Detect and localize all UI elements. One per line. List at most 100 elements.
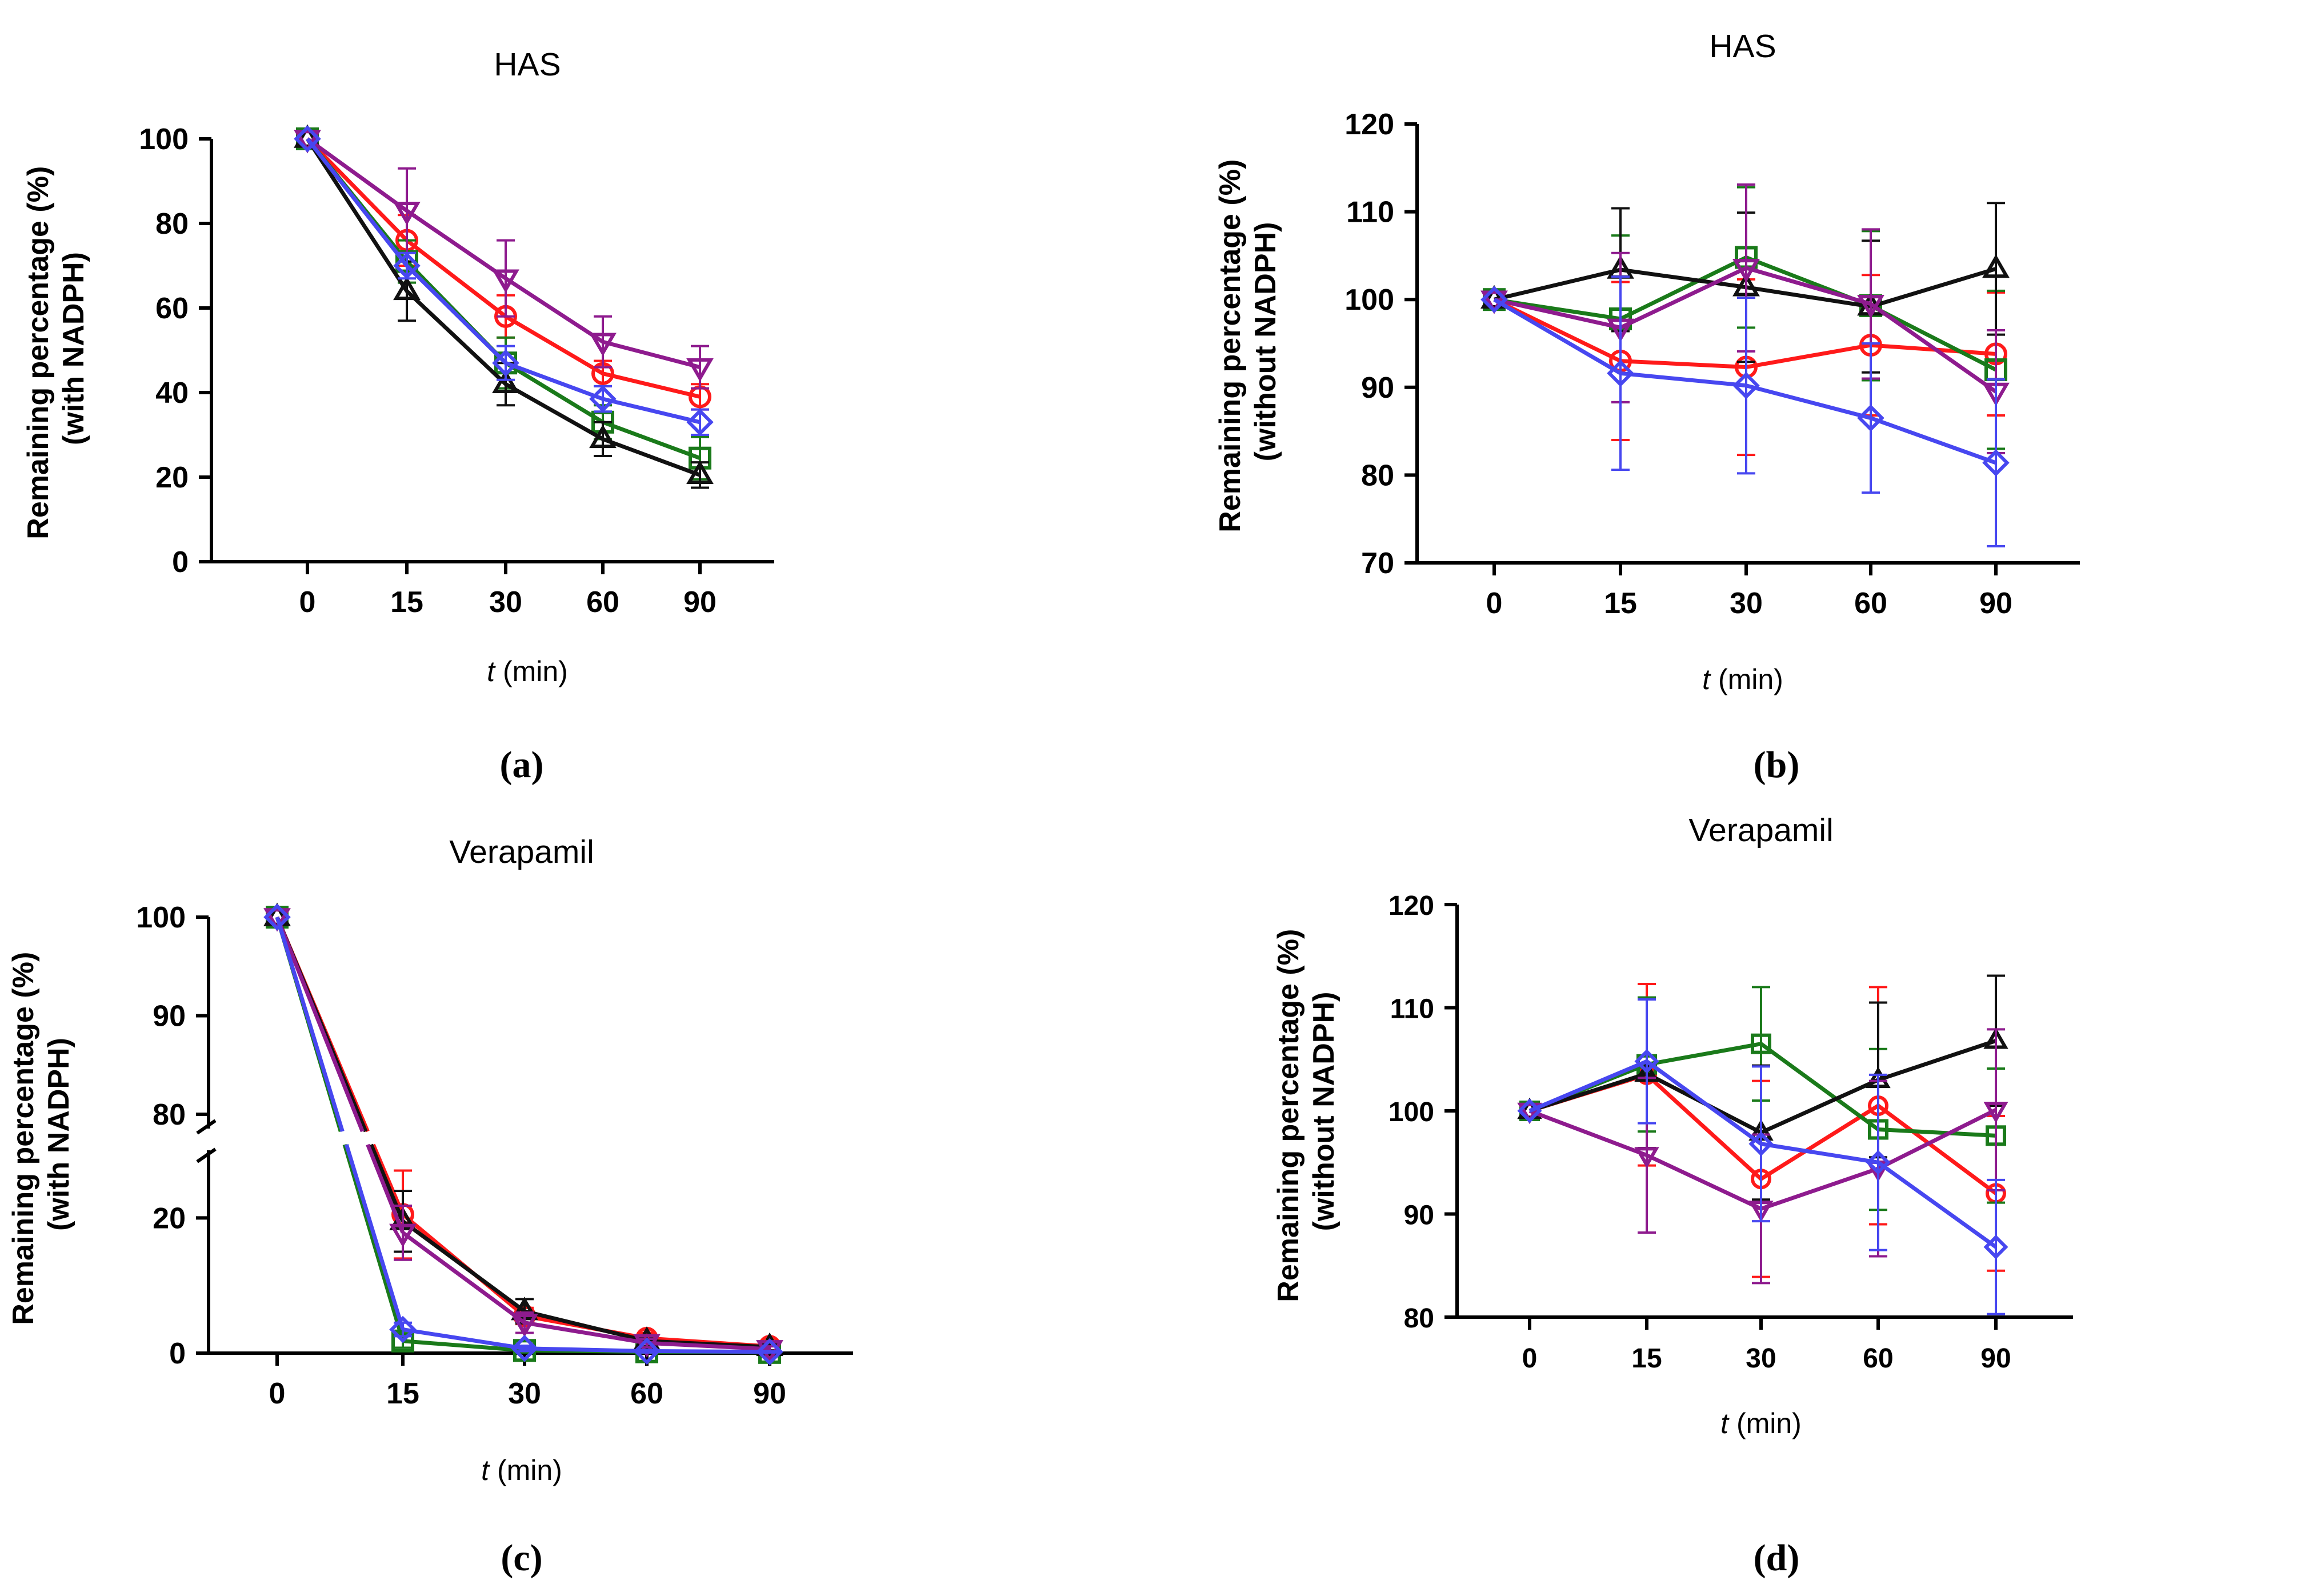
data-point-rat bbox=[1732, 259, 1760, 283]
axes: 0 15 30 60 90 80 90 100 110 120 bbox=[1388, 891, 2073, 1374]
series-mouse bbox=[294, 125, 714, 436]
data-point-mouse bbox=[492, 349, 519, 377]
x-tick-label: 15 bbox=[386, 1377, 419, 1410]
data-point-mouse bbox=[1517, 1098, 1542, 1123]
series-line bbox=[306, 138, 701, 477]
y-tick-label: 0 bbox=[169, 1337, 186, 1370]
series-line bbox=[401, 1231, 770, 1351]
x-axis-label: t (min) bbox=[481, 1454, 562, 1486]
y-tick-label: 110 bbox=[1390, 994, 1434, 1025]
axes: 0 15 30 60 90 0 20 40 60 80 100 bbox=[139, 123, 774, 619]
series-dog bbox=[294, 124, 714, 489]
x-tick-label: 0 bbox=[1522, 1343, 1538, 1374]
series-rat bbox=[263, 908, 783, 1364]
data-point-dog bbox=[589, 424, 617, 449]
plot-area bbox=[263, 902, 783, 1366]
panel-label: (c) bbox=[501, 1537, 542, 1579]
y-axis-label: Remaining percentage (%) (with NADPH) bbox=[22, 158, 90, 539]
data-point-rat bbox=[589, 333, 617, 357]
panel-d: Verapamil Remaining percentage (%) (with… bbox=[1272, 812, 2073, 1579]
panel-c: Verapamil Remaining percentage (%) (with… bbox=[7, 834, 853, 1579]
y-axis-label-line2: (with NADPH) bbox=[42, 1038, 75, 1231]
series-line bbox=[275, 916, 345, 1133]
data-point-mouse bbox=[1857, 404, 1884, 432]
series-human bbox=[296, 127, 711, 411]
series-line bbox=[275, 916, 365, 1133]
y-tick-label: 90 bbox=[1361, 371, 1394, 405]
y-tick-label: 100 bbox=[136, 901, 186, 934]
x-tick-label: 15 bbox=[1631, 1343, 1662, 1374]
x-tick-label: 30 bbox=[489, 586, 522, 619]
x-tick-label: 0 bbox=[1486, 587, 1503, 620]
y-tick-label: 90 bbox=[1404, 1201, 1434, 1231]
series-line bbox=[369, 1143, 405, 1222]
data-point-mouse bbox=[511, 1334, 538, 1362]
data-point-dog bbox=[393, 276, 421, 301]
y-tick-label: 60 bbox=[155, 292, 189, 325]
y-axis-label: Remaining percentage (%) (with NADPH) bbox=[7, 943, 75, 1325]
data-point-rat bbox=[294, 130, 321, 154]
axis-break-mark bbox=[196, 1119, 217, 1135]
data-point-mouse bbox=[1982, 449, 2010, 477]
y-tick-label: 80 bbox=[155, 207, 189, 241]
series-mouse bbox=[1480, 275, 2010, 547]
data-point-mouse bbox=[589, 385, 617, 413]
x-axis-label-italic: t bbox=[1720, 1407, 1730, 1439]
data-point-rat bbox=[1517, 1102, 1542, 1125]
data-point-rat bbox=[1857, 295, 1884, 319]
plot-area bbox=[1480, 183, 2010, 547]
data-point-rat bbox=[263, 908, 291, 932]
axis-break-mark bbox=[196, 1147, 217, 1163]
series-line bbox=[344, 1143, 405, 1330]
data-point-rat bbox=[1634, 1147, 1659, 1169]
y-tick-label: 20 bbox=[153, 1202, 186, 1235]
chart-title: HAS bbox=[494, 46, 561, 83]
x-axis-label: t (min) bbox=[487, 655, 568, 687]
data-point-dog bbox=[686, 460, 714, 485]
series-line bbox=[371, 1143, 405, 1215]
y-tick-label: 100 bbox=[1344, 283, 1394, 317]
x-tick-label: 30 bbox=[508, 1377, 541, 1410]
y-axis-label: Remaining percentage (%) (without NADPH) bbox=[1272, 921, 1340, 1302]
series-line bbox=[366, 1143, 405, 1234]
series-line bbox=[1493, 298, 1997, 465]
series-line bbox=[306, 137, 701, 369]
data-point-mouse bbox=[1732, 371, 1760, 399]
x-tick-label: 15 bbox=[390, 586, 423, 619]
y-axis-label-line1: Remaining percentage (%) bbox=[7, 952, 40, 1325]
x-tick-label: 60 bbox=[586, 586, 619, 619]
panel-b: HAS Remaining percentage (%) (without NA… bbox=[1214, 28, 2080, 786]
y-axis-label-line1: Remaining percentage (%) bbox=[1214, 159, 1247, 533]
panel-label: (d) bbox=[1754, 1537, 1800, 1579]
data-point-mouse bbox=[633, 1337, 661, 1365]
series-monkey bbox=[296, 127, 711, 481]
y-axis-label-line2: (with NADPH) bbox=[57, 252, 90, 445]
series-line bbox=[306, 137, 701, 460]
x-tick-label: 0 bbox=[269, 1377, 286, 1410]
data-point-mouse bbox=[686, 409, 714, 436]
x-tick-label: 15 bbox=[1604, 587, 1637, 620]
x-tick-label: 30 bbox=[1730, 587, 1763, 620]
x-axis-label-unit: (min) bbox=[495, 655, 568, 687]
data-point-mouse bbox=[1983, 1234, 2008, 1259]
data-point-dog bbox=[1480, 285, 1508, 309]
axes: 0 15 30 60 90 0 20 80 90 100 bbox=[136, 901, 853, 1410]
y-axis-label: Remaining percentage (%) (without NADPH) bbox=[1214, 151, 1282, 532]
data-point-rat bbox=[389, 1223, 417, 1247]
plot-area bbox=[294, 124, 714, 489]
data-point-mouse bbox=[1748, 1131, 1774, 1157]
y-tick-label: 40 bbox=[155, 377, 189, 410]
y-tick-label: 80 bbox=[1404, 1303, 1434, 1334]
x-axis-label: t (min) bbox=[1720, 1407, 1802, 1439]
series-line bbox=[1528, 1038, 1997, 1135]
y-tick-label: 90 bbox=[153, 1000, 186, 1033]
chart-title: Verapamil bbox=[449, 834, 594, 870]
series-rat bbox=[294, 130, 714, 390]
x-axis-label-unit: (min) bbox=[1728, 1407, 1802, 1439]
x-tick-label: 0 bbox=[299, 586, 316, 619]
data-point-dog bbox=[1982, 254, 2010, 278]
data-point-mouse bbox=[389, 1315, 417, 1343]
x-axis-label-italic: t bbox=[1702, 663, 1711, 695]
y-tick-label: 100 bbox=[139, 123, 189, 156]
